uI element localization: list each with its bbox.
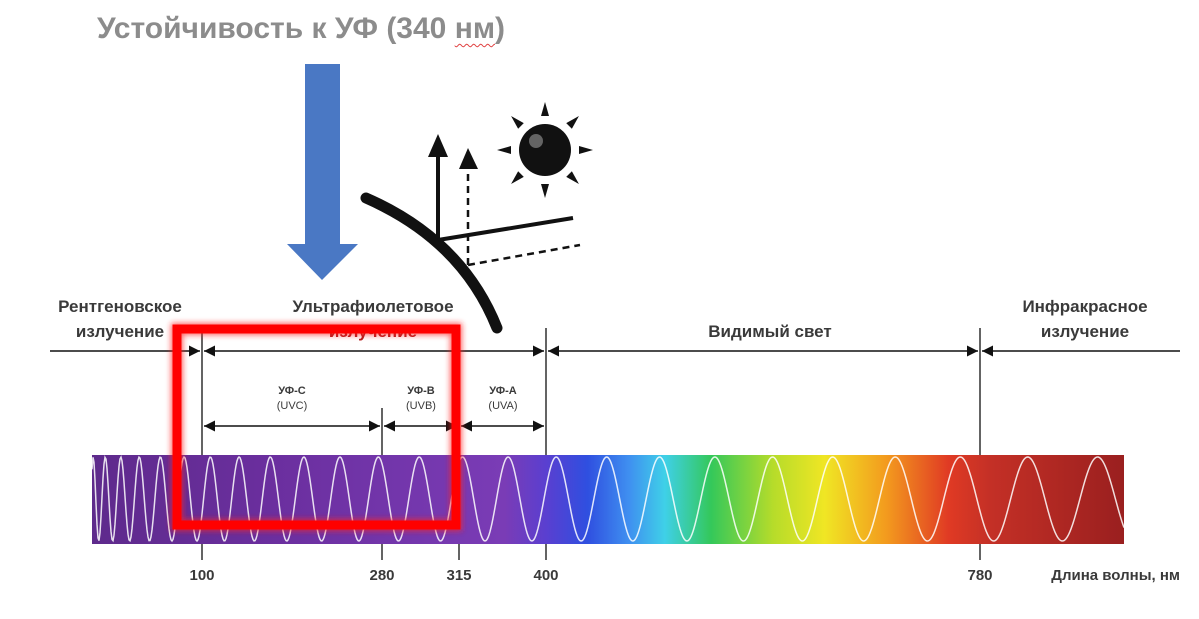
down-arrow-icon [287,64,358,280]
uvc-label-line1: УФ-С [278,385,305,397]
title-suffix: ) [495,12,506,45]
uv-label-line1: Ультрафиолетовое [292,297,453,316]
axis-label: Длина волны, нм [1051,567,1180,584]
tick-label: 315 [446,567,471,584]
uva-label-line1: УФ-А [489,385,516,397]
xray-label-line2: излучение [76,322,164,341]
reflection-icon [360,134,581,334]
sun-icon [497,102,593,198]
uvb-label-line2: (UVB) [406,400,436,412]
title-unit: нм [454,12,496,45]
page-title: Устойчивость к УФ (340 нм) [97,12,505,46]
spectrum-wave [91,455,1125,543]
tick-label: 780 [967,567,992,584]
ir-label-line2: излучение [1041,322,1129,341]
xray-label-line1: Рентгеновское [58,297,182,316]
tick-label: 400 [533,567,558,584]
uva-label-line2: (UVA) [488,400,517,412]
highlight-box [172,324,461,530]
tick-label: 280 [369,567,394,584]
uvb-label-line1: УФ-В [407,385,434,397]
uvc-label-line2: (UVC) [277,400,308,412]
ir-label-line1: Инфракрасное [1022,297,1147,316]
visible-label: Видимый свет [708,322,831,341]
tick-label: 100 [189,567,214,584]
title-prefix: Устойчивость к УФ (340 [97,12,455,45]
